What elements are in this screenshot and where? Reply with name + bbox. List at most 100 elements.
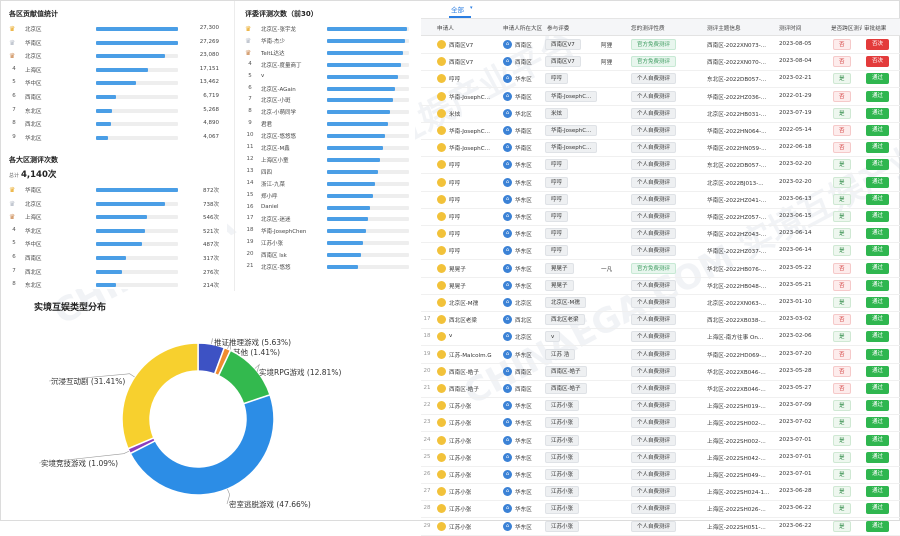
judge-chip[interactable]: 江苏小张 — [545, 486, 580, 498]
table-row[interactable]: 25 江苏小张 ⌂ 华东区 江苏小张 个人自费测评 上海区-2022SH042-... 202… — [421, 449, 900, 467]
judge-chip[interactable]: 江苏小张 — [545, 451, 580, 463]
judge-chip[interactable]: 江苏小张 — [545, 503, 580, 515]
approval-result-button[interactable]: 通过 — [866, 211, 889, 222]
judge-chip[interactable]: 西南区-皓子 — [545, 365, 587, 377]
approval-result-button[interactable]: 通过 — [866, 503, 889, 515]
judge-chip[interactable]: 江苏小张 — [545, 417, 580, 429]
table-row[interactable]: 西南区V7 ⌂ 西南区 西南区V7 阿狸 官方免费测评 西南区-2022XN070-... 2… — [421, 53, 900, 72]
approval-result-button[interactable]: 否决 — [866, 39, 889, 50]
approval-result-button[interactable]: 通过 — [866, 159, 889, 171]
approval-result-button[interactable]: 否决 — [866, 56, 889, 68]
table-row[interactable]: 华南-JosephC... ⌂ 华南区 华南-JosephC... 个人自费测评 华南区-… — [421, 88, 900, 106]
table-row[interactable]: 华南-JosephC... ⌂ 华南区 华南-JosephC... 个人自费测评 华南区-… — [421, 139, 900, 158]
column-header[interactable]: 测评主题信息 — [707, 26, 741, 32]
table-row[interactable]: 22 江苏小张 ⌂ 华东区 江苏小张 个人自费测评 上海区-2022SH019-... 202… — [421, 397, 900, 416]
table-row[interactable]: 26 江苏小张 ⌂ 华东区 江苏小张 个人自费测评 上海区-2022SH049-... 202… — [421, 466, 900, 484]
judge-chip-2[interactable]: 一凡 — [601, 266, 613, 273]
approval-result-button[interactable]: 通过 — [866, 73, 889, 85]
approval-result-button[interactable]: 通过 — [866, 279, 889, 291]
column-header[interactable]: 申请人 — [437, 26, 454, 32]
approval-result-button[interactable]: 通过 — [866, 297, 889, 308]
judge-chip[interactable]: 哼哼 — [545, 193, 569, 205]
approval-result-button[interactable]: 通过 — [866, 176, 889, 188]
chevron-down-icon[interactable]: ▾ — [470, 5, 473, 11]
judge-chip[interactable]: 江苏 浩 — [545, 348, 576, 360]
table-row[interactable]: 29 江苏小张 ⌂ 华东区 江苏小张 个人自费测评 上海区-2022SH051-... 202… — [421, 518, 900, 536]
judge-chip[interactable]: 哼哼 — [545, 228, 569, 240]
approval-result-button[interactable]: 通过 — [866, 262, 889, 274]
judge-chip[interactable]: 江苏小张 — [545, 400, 580, 412]
approval-result-button[interactable]: 通过 — [866, 417, 889, 429]
table-row[interactable]: 27 江苏小张 ⌂ 华东区 江苏小张 个人自费测评 上海区-2022SH024-1... 20… — [421, 483, 900, 502]
table-row[interactable]: 华南-JosephC... ⌂ 华南区 华南-JosephC... 个人自费测评 华南区-… — [421, 122, 900, 140]
table-row[interactable]: 晃晃子 ⌂ 华东区 晃晃子 个人自费测评 华北区-2022HB048-... 2023-05… — [421, 277, 900, 295]
approval-result-button[interactable]: 通过 — [866, 365, 889, 377]
approval-result-button[interactable]: 通过 — [866, 228, 889, 240]
judge-chip[interactable]: 华南-JosephC... — [545, 90, 598, 102]
judge-chip[interactable]: 江苏小张 — [545, 520, 580, 532]
table-row[interactable]: 28 江苏小张 ⌂ 华东区 江苏小张 个人自费测评 上海区-2022SH026-... 202… — [421, 500, 900, 519]
judge-chip-2[interactable]: 阿狸 — [601, 60, 613, 67]
judge-chip[interactable]: 江苏小张 — [545, 469, 580, 480]
judge-chip[interactable]: 哼哼 — [545, 73, 569, 85]
approval-result-button[interactable]: 通过 — [866, 125, 889, 136]
approval-result-button[interactable]: 通过 — [866, 193, 889, 205]
judge-chip[interactable]: 哼哼 — [545, 245, 569, 257]
table-row[interactable]: 23 江苏小张 ⌂ 华东区 江苏小张 个人自费测评 上海区-2022SH002-... 202… — [421, 414, 900, 433]
judge-chip[interactable]: v — [545, 331, 561, 343]
judge-chip[interactable]: 晃晃子 — [545, 262, 574, 274]
judge-chip[interactable]: 晃晃子 — [545, 279, 574, 291]
approval-result-button[interactable]: 通过 — [866, 469, 889, 480]
judge-chip[interactable]: 西南区-皓子 — [545, 383, 587, 394]
judge-chip[interactable]: 哼哼 — [545, 159, 569, 171]
approval-result-button[interactable]: 通过 — [866, 107, 889, 119]
approval-result-button[interactable]: 通过 — [866, 314, 889, 326]
judge-chip[interactable]: 哼哼 — [545, 176, 569, 188]
judge-chip[interactable]: 华南-JosephC... — [545, 125, 598, 136]
column-header[interactable]: 测评时间 — [779, 26, 802, 32]
table-row[interactable]: 哼哼 ⌂ 华东区 哼哼 个人自费测评 华南区-2022HZ041-... 2023-06-1… — [421, 191, 900, 209]
table-row[interactable]: 哼哼 ⌂ 华东区 哼哼 个人自费测评 东北区-2022DB057-... 2023-02-2… — [421, 156, 900, 175]
approval-result-button[interactable]: 通过 — [866, 520, 889, 532]
approval-result-button[interactable]: 通过 — [866, 331, 889, 343]
column-header[interactable]: 申请人所在大区 — [503, 26, 543, 32]
table-row[interactable]: 哼哼 ⌂ 华东区 哼哼 个人自费测评 东北区-2022DB057-... 2023-02-2… — [421, 70, 900, 89]
table-row[interactable]: 西南区V7 ⌂ 西南区 西南区V7 阿狸 官方免费测评 西南区-2022XN073-... 2… — [421, 36, 900, 54]
table-row[interactable]: 哼哼 ⌂ 华东区 哼哼 个人自费测评 北京区-2022BJ013-... 2023-02-2… — [421, 174, 900, 192]
judge-chip[interactable]: 西南区V7 — [545, 56, 581, 68]
column-header[interactable]: 审批结果 — [864, 26, 887, 32]
judge-chip[interactable]: 华南-JosephC... — [545, 142, 598, 154]
table-row[interactable]: 哼哼 ⌂ 华东区 哼哼 个人自费测评 华南区-2022HZ037-... 2023-06-1… — [421, 242, 900, 261]
judge-chip[interactable]: 西南区V7 — [545, 39, 581, 50]
table-row[interactable]: 20 西南区-皓子 ⌂ 西南区 西南区-皓子 个人自费测评 华北区-2022XB046-..… — [421, 363, 900, 381]
column-header[interactable]: 您的测评性质 — [631, 26, 665, 32]
approval-result-button[interactable]: 通过 — [866, 142, 889, 154]
table-row[interactable]: 21 西南区-皓子 ⌂ 西南区 西南区-皓子 个人自费测评 华北区-2022XB046-..… — [421, 380, 900, 398]
table-row[interactable]: 哼哼 ⌂ 华东区 哼哼 个人自费测评 华南区-2022HZ043-... 2023-06-1… — [421, 225, 900, 244]
table-row[interactable]: 18 v ⌂ 北京区 v 个人自费测评 上海区-南方往事 On... 2023-02-06 是 通… — [421, 328, 900, 347]
judge-chip[interactable]: 哼哼 — [545, 211, 569, 222]
approval-result-button[interactable]: 通过 — [866, 400, 889, 412]
judge-chip[interactable]: 西北区老梁 — [545, 314, 585, 326]
judge-chip-2[interactable]: 阿狸 — [601, 43, 613, 49]
table-row[interactable]: 米炫 ⌂ 华北区 米炫 个人自费测评 北京区-2022HB031-... 2023-07-1… — [421, 105, 900, 123]
judge-chip[interactable]: 北京区-M孺 — [545, 297, 586, 308]
approval-result-button[interactable]: 通过 — [866, 434, 889, 446]
judge-chip[interactable]: 米炫 — [545, 107, 569, 119]
donut-slice-实境RPG游戏[interactable] — [217, 349, 272, 405]
table-row[interactable]: 哼哼 ⌂ 华东区 哼哼 个人自费测评 华南区-2022HZ057-... 2023-06-1… — [421, 208, 900, 226]
tab-all[interactable]: 全部 — [451, 6, 464, 14]
approval-result-button[interactable]: 通过 — [866, 451, 889, 463]
approval-result-button[interactable]: 通过 — [866, 90, 889, 102]
approval-result-button[interactable]: 通过 — [866, 486, 889, 498]
column-header[interactable]: 是否跨区测评 — [831, 26, 862, 32]
judge-chip[interactable]: 江苏小张 — [545, 434, 580, 446]
donut-slice-沉浸互动剧[interactable] — [121, 342, 199, 450]
table-row[interactable]: 24 江苏小张 ⌂ 华东区 江苏小张 个人自费测评 上海区-2022SH002-... 202… — [421, 432, 900, 450]
table-row[interactable]: 晃晃子 ⌂ 华东区 晃晃子 一凡 官方免费测评 华北区-2022HB076-... 2023-… — [421, 260, 900, 278]
approval-result-button[interactable]: 通过 — [866, 245, 889, 257]
table-row[interactable]: 北京区-M孺 ⌂ 北京区 北京区-M孺 个人自费测评 北京区-2022XN063-... 2… — [421, 294, 900, 312]
table-row[interactable]: 17 西北区老梁 ⌂ 西北区 西北区老梁 个人自费测评 西北区-2022XB038-... 2… — [421, 311, 900, 330]
column-header[interactable]: 参与评委 — [547, 26, 570, 32]
table-row[interactable]: 19 江苏-Malcolm.G ⌂ 华东区 江苏 浩 个人自费测评 华南区-2022HD06… — [421, 346, 900, 364]
